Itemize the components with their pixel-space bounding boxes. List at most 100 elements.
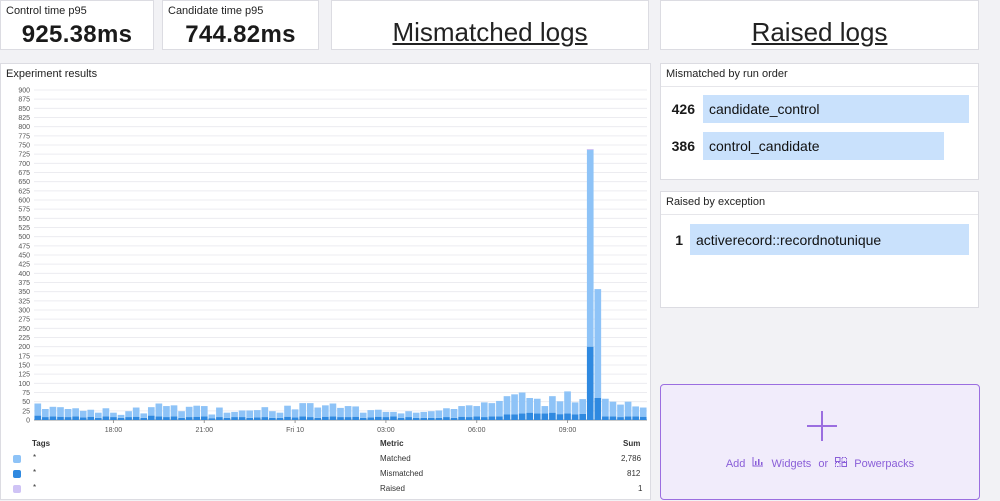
bar-mismatched[interactable]	[564, 413, 571, 420]
bar-mismatched[interactable]	[443, 417, 450, 420]
bar-matched[interactable]	[503, 396, 511, 415]
bar-mismatched[interactable]	[420, 417, 428, 420]
bar-mismatched[interactable]	[178, 417, 185, 420]
bar-matched[interactable]	[420, 411, 428, 418]
bar-mismatched[interactable]	[140, 417, 148, 420]
toplist-bar-candidate-control[interactable]: candidate_control	[703, 95, 969, 123]
bar-mismatched[interactable]	[193, 416, 201, 420]
bar-matched[interactable]	[586, 149, 594, 347]
bar-mismatched[interactable]	[72, 416, 79, 420]
bar-mismatched[interactable]	[579, 413, 587, 420]
bar-matched[interactable]	[193, 405, 201, 417]
bar-mismatched[interactable]	[238, 417, 246, 420]
bar-matched[interactable]	[246, 410, 254, 418]
bar-matched[interactable]	[276, 412, 284, 418]
bar-mismatched[interactable]	[79, 417, 87, 420]
bar-mismatched[interactable]	[87, 416, 95, 420]
bar-matched[interactable]	[49, 406, 57, 417]
bar-matched[interactable]	[344, 406, 352, 418]
bar-matched[interactable]	[64, 409, 72, 418]
bar-mismatched[interactable]	[602, 416, 609, 420]
bar-mismatched[interactable]	[49, 416, 57, 420]
bar-mismatched[interactable]	[223, 417, 231, 420]
bar-matched[interactable]	[284, 405, 291, 417]
bar-mismatched[interactable]	[352, 416, 359, 420]
bar-matched[interactable]	[155, 403, 163, 417]
bar-matched[interactable]	[382, 411, 390, 418]
bar-mismatched[interactable]	[110, 417, 117, 420]
bar-mismatched[interactable]	[458, 416, 465, 420]
bar-mismatched[interactable]	[359, 417, 367, 420]
bar-matched[interactable]	[223, 412, 231, 418]
bar-mismatched[interactable]	[337, 417, 344, 420]
bar-matched[interactable]	[435, 410, 443, 418]
bar-matched[interactable]	[390, 411, 397, 417]
bar-matched[interactable]	[511, 394, 518, 415]
bar-mismatched[interactable]	[57, 416, 64, 420]
bar-mismatched[interactable]	[132, 416, 140, 420]
bar-matched[interactable]	[405, 411, 412, 418]
bar-mismatched[interactable]	[284, 416, 291, 420]
bar-matched[interactable]	[617, 404, 624, 418]
bar-matched[interactable]	[322, 405, 329, 417]
bar-mismatched[interactable]	[42, 417, 49, 420]
bar-mismatched[interactable]	[450, 417, 458, 420]
bar-matched[interactable]	[359, 412, 367, 418]
bar-mismatched[interactable]	[412, 417, 420, 420]
bar-mismatched[interactable]	[147, 415, 155, 420]
bar-matched[interactable]	[450, 409, 458, 418]
bar-matched[interactable]	[367, 410, 375, 418]
bar-matched[interactable]	[594, 289, 602, 398]
bar-mismatched[interactable]	[170, 416, 178, 420]
bar-matched[interactable]	[571, 402, 579, 415]
bar-mismatched[interactable]	[488, 416, 496, 420]
bar-matched[interactable]	[458, 406, 465, 417]
bar-matched[interactable]	[238, 410, 246, 418]
bar-matched[interactable]	[549, 396, 556, 413]
bar-mismatched[interactable]	[473, 416, 481, 420]
bar-mismatched[interactable]	[155, 416, 163, 420]
bar-matched[interactable]	[216, 407, 223, 418]
bar-mismatched[interactable]	[344, 417, 352, 420]
bar-matched[interactable]	[132, 407, 140, 417]
bar-mismatched[interactable]	[208, 418, 216, 420]
bar-mismatched[interactable]	[314, 417, 322, 420]
bar-matched[interactable]	[94, 412, 102, 418]
bar-matched[interactable]	[79, 410, 87, 418]
bar-mismatched[interactable]	[253, 417, 261, 420]
bar-mismatched[interactable]	[511, 414, 518, 421]
bar-mismatched[interactable]	[200, 416, 208, 420]
bar-matched[interactable]	[72, 408, 79, 417]
bar-mismatched[interactable]	[299, 416, 306, 420]
bar-mismatched[interactable]	[397, 417, 405, 420]
bar-mismatched[interactable]	[163, 417, 170, 420]
toplist-bar-recordnotunique[interactable]: activerecord::recordnotunique	[690, 224, 969, 255]
bar-matched[interactable]	[541, 406, 549, 414]
bar-mismatched[interactable]	[276, 417, 284, 420]
bar-matched[interactable]	[208, 414, 216, 419]
bar-mismatched[interactable]	[185, 417, 193, 420]
bar-matched[interactable]	[526, 398, 534, 413]
bar-matched[interactable]	[140, 413, 148, 418]
bar-matched[interactable]	[579, 399, 587, 414]
toplist-bar-control-candidate[interactable]: control_candidate	[703, 132, 944, 160]
bar-matched[interactable]	[480, 402, 488, 418]
bar-matched[interactable]	[185, 406, 193, 418]
bar-mismatched[interactable]	[390, 416, 397, 420]
bar-matched[interactable]	[602, 398, 609, 417]
bar-mismatched[interactable]	[291, 417, 299, 420]
bar-mismatched[interactable]	[306, 417, 314, 420]
bar-matched[interactable]	[624, 401, 632, 417]
bar-mismatched[interactable]	[556, 414, 564, 420]
bar-mismatched[interactable]	[405, 417, 412, 420]
bar-matched[interactable]	[102, 408, 110, 417]
bar-matched[interactable]	[352, 406, 359, 417]
bar-mismatched[interactable]	[465, 417, 473, 420]
bar-matched[interactable]	[496, 400, 503, 417]
bar-matched[interactable]	[125, 411, 132, 418]
bar-matched[interactable]	[34, 403, 42, 416]
bar-mismatched[interactable]	[617, 417, 624, 420]
bar-matched[interactable]	[443, 408, 450, 418]
bar-matched[interactable]	[163, 406, 170, 418]
bar-matched[interactable]	[556, 401, 564, 415]
